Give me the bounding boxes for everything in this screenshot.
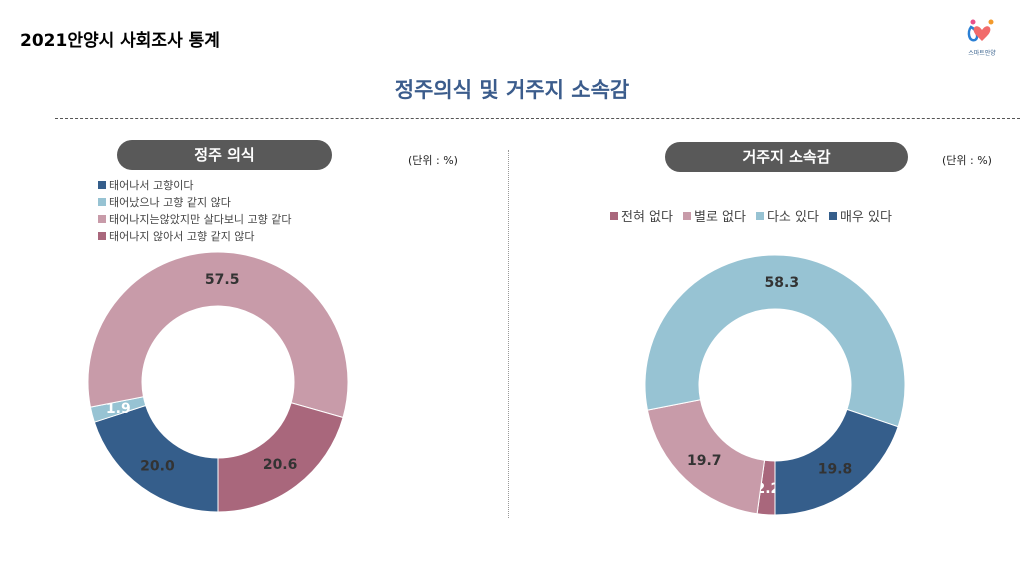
main-title: 정주의식 및 거주지 소속감 — [394, 78, 630, 102]
legend-item: 태어났으나 고향 같지 않다 — [98, 193, 292, 210]
chart2-legend: 전혀 없다 별로 없다 다소 있다 매우 있다 — [610, 206, 892, 225]
chart1-unit: (단위 : %) — [408, 154, 458, 167]
dashed-divider — [55, 118, 1020, 119]
legend-item: 태어나서 고향이다 — [98, 176, 292, 193]
chart1-title: 정주 의식 — [117, 140, 332, 170]
legend-item: 별로 없다 — [682, 206, 746, 225]
data-label: 20.0 — [140, 458, 175, 474]
legend-item: 다소 있다 — [755, 206, 819, 225]
legend-item: 매우 있다 — [828, 206, 892, 225]
legend-swatch — [98, 214, 106, 223]
data-label: 19.7 — [687, 453, 722, 469]
document-title: 2021안양시 사회조사 통계 — [20, 31, 220, 51]
legend-label: 태어나지는않았지만 살다보니 고향 같다 — [109, 212, 292, 226]
data-label: 57.5 — [205, 272, 240, 288]
legend-swatch — [682, 211, 691, 220]
legend-label: 전혀 없다 — [621, 210, 673, 225]
legend-item: 태어나지는않았지만 살다보니 고향 같다 — [98, 210, 292, 227]
legend-label: 태어나지 않아서 고향 같지 않다 — [109, 229, 255, 243]
legend-item: 태어나지 않아서 고향 같지 않다 — [98, 227, 292, 244]
donut-slice — [217, 402, 344, 513]
data-label: 58.3 — [765, 275, 800, 291]
data-label: 2.2 — [755, 481, 780, 497]
legend-label: 태어나서 고향이다 — [109, 178, 194, 192]
donut-slice — [774, 408, 899, 516]
chart2-unit: (단위 : %) — [942, 154, 992, 167]
legend-swatch — [98, 231, 106, 240]
smart-anyang-logo: 스마트안양 — [962, 18, 1002, 57]
data-label: 19.8 — [818, 462, 853, 478]
data-label: 20.6 — [263, 457, 298, 473]
legend-label: 매우 있다 — [839, 210, 892, 225]
vertical-divider — [508, 150, 509, 518]
legend-swatch — [828, 211, 837, 220]
legend-swatch — [610, 211, 618, 220]
legend-swatch — [98, 197, 106, 206]
legend-label: 태어났으나 고향 같지 않다 — [109, 195, 231, 209]
legend-swatch — [98, 180, 106, 189]
data-label: 1.9 — [106, 401, 131, 417]
donut-slice — [644, 254, 906, 428]
chart2-title: 거주지 소속감 — [665, 142, 908, 172]
legend-item: 전혀 없다 — [610, 206, 673, 225]
logo-icon — [967, 19, 994, 42]
donut-slice — [87, 251, 349, 419]
legend-label: 다소 있다 — [766, 210, 819, 225]
legend-label: 별로 없다 — [693, 210, 746, 225]
logo-text: 스마트안양 — [968, 50, 996, 57]
legend-swatch — [755, 211, 764, 220]
